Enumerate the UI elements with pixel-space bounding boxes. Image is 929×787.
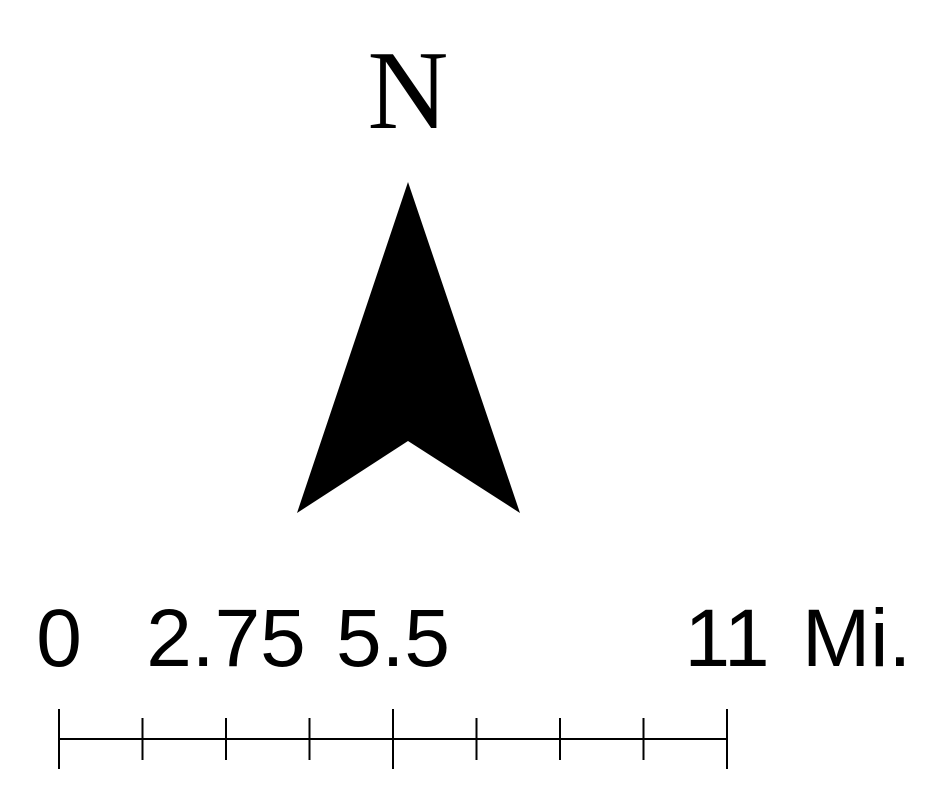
scale-label-11: 11 [684, 593, 769, 684]
scale-bar-ticks [58, 709, 728, 769]
scale-bar-labels: 0 2.75 5.5 11 Mi. [36, 593, 911, 684]
scale-bar: 0 2.75 5.5 11 Mi. [36, 593, 911, 769]
scale-unit-label: Mi. [802, 593, 911, 684]
north-label: N [368, 29, 449, 153]
scale-label-2-75: 2.75 [146, 593, 306, 684]
north-arrow-icon [297, 182, 520, 513]
scale-label-5-5: 5.5 [336, 593, 450, 684]
scale-label-0: 0 [36, 593, 82, 684]
